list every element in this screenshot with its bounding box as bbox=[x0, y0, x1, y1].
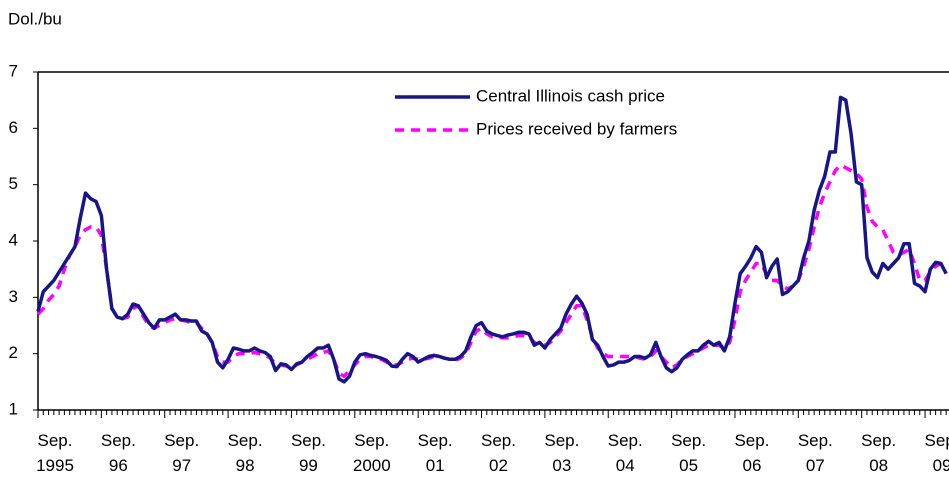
x-tick-label: Sep. 08 bbox=[861, 431, 897, 475]
x-tick-label: Sep. 02 bbox=[481, 431, 516, 475]
y-tick-label: 6 bbox=[9, 118, 18, 137]
x-tick-label: Sep. 2000 bbox=[352, 431, 391, 475]
x-tick-label: Sep. 98 bbox=[227, 431, 263, 475]
y-tick-label: 5 bbox=[9, 174, 18, 193]
x-tick-label: Sep. 03 bbox=[544, 431, 580, 475]
y-tick-label: 7 bbox=[9, 61, 18, 80]
x-tick-label: Sep. 97 bbox=[164, 431, 200, 475]
x-tick-label: Sep. 09 bbox=[924, 431, 949, 475]
series-line bbox=[36, 95, 948, 384]
y-tick-label: 1 bbox=[9, 399, 18, 418]
x-tick-label: Sep. 01 bbox=[417, 431, 453, 475]
legend-label: Central Illinois cash price bbox=[476, 86, 665, 105]
x-tick-label: Sep. 96 bbox=[100, 431, 136, 475]
x-tick-label: Sep. 05 bbox=[671, 431, 707, 475]
y-axis-label: Dol./bu bbox=[8, 9, 62, 28]
legend-label: Prices received by farmers bbox=[476, 119, 677, 138]
x-tick-label: Sep. 99 bbox=[290, 431, 326, 475]
series-line bbox=[36, 163, 948, 378]
x-tick-label: Sep. 1995 bbox=[36, 431, 74, 475]
y-tick-label: 2 bbox=[9, 343, 18, 362]
x-tick-label: Sep. 04 bbox=[607, 431, 643, 475]
x-tick-label: Sep. 07 bbox=[797, 431, 833, 475]
x-tick-label: Sep. 06 bbox=[734, 431, 770, 475]
y-tick-label: 4 bbox=[9, 230, 18, 249]
y-tick-label: 3 bbox=[9, 287, 18, 306]
